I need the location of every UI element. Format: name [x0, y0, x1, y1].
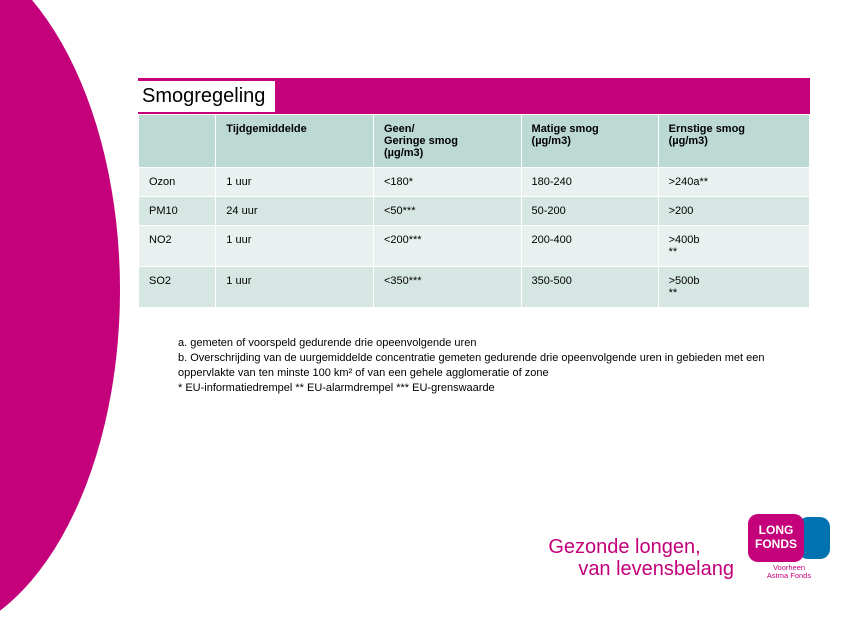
cell-geen: <180*	[373, 168, 521, 197]
main-content: Smogregeling Tijdgemiddelde Geen/ Gering…	[138, 78, 810, 395]
table-header-row: Tijdgemiddelde Geen/ Geringe smog (µg/m3…	[139, 115, 810, 168]
logo-bubble-pink: LONG FONDS	[748, 514, 804, 562]
cell-ernstige: >240a**	[658, 168, 809, 197]
col-header-empty	[139, 115, 216, 168]
cell-geen: <50***	[373, 197, 521, 226]
cell-ernstige: >200	[658, 197, 809, 226]
logo-bubbles: LONG FONDS	[748, 514, 830, 562]
col-header-matige: Matige smog (µg/m3)	[521, 115, 658, 168]
cell-substance: NO2	[139, 226, 216, 267]
cell-geen: <200***	[373, 226, 521, 267]
table-row: SO2 1 uur <350*** 350-500 >500b **	[139, 267, 810, 308]
slogan-line2: van levensbelang	[548, 558, 734, 580]
footnote-line: * EU-informatiedrempel ** EU-alarmdrempe…	[178, 381, 790, 396]
brand-arc	[0, 0, 120, 640]
footnote-line: a. gemeten of voorspeld gedurende drie o…	[178, 336, 790, 351]
col-header-ernstige: Ernstige smog (µg/m3)	[658, 115, 809, 168]
cell-time: 1 uur	[216, 168, 374, 197]
table-row: NO2 1 uur <200*** 200-400 >400b **	[139, 226, 810, 267]
cell-time: 1 uur	[216, 226, 374, 267]
footer: Gezonde longen, van levensbelang LONG FO…	[548, 514, 830, 581]
cell-matige: 200-400	[521, 226, 658, 267]
cell-substance: PM10	[139, 197, 216, 226]
cell-time: 24 uur	[216, 197, 374, 226]
slogan-line1: Gezonde longen,	[548, 536, 734, 558]
page-title: Smogregeling	[138, 81, 275, 112]
cell-substance: SO2	[139, 267, 216, 308]
logo-text: LONG FONDS	[755, 524, 797, 550]
cell-ernstige: >400b **	[658, 226, 809, 267]
smog-table: Tijdgemiddelde Geen/ Geringe smog (µg/m3…	[138, 114, 810, 308]
footnote-line: b. Overschrijding van de uurgemiddelde c…	[178, 351, 790, 381]
slogan: Gezonde longen, van levensbelang	[548, 536, 734, 580]
cell-matige: 180-240	[521, 168, 658, 197]
title-bar: Smogregeling	[138, 78, 810, 114]
logo-subtext: Voorheen Astma Fonds	[767, 564, 811, 581]
table-row: Ozon 1 uur <180* 180-240 >240a**	[139, 168, 810, 197]
cell-matige: 50-200	[521, 197, 658, 226]
footnotes: a. gemeten of voorspeld gedurende drie o…	[138, 336, 810, 395]
col-header-tijdgemiddelde: Tijdgemiddelde	[216, 115, 374, 168]
cell-ernstige: >500b **	[658, 267, 809, 308]
cell-substance: Ozon	[139, 168, 216, 197]
cell-time: 1 uur	[216, 267, 374, 308]
table-row: PM10 24 uur <50*** 50-200 >200	[139, 197, 810, 226]
logo: LONG FONDS Voorheen Astma Fonds	[748, 514, 830, 581]
cell-geen: <350***	[373, 267, 521, 308]
cell-matige: 350-500	[521, 267, 658, 308]
col-header-geen: Geen/ Geringe smog (µg/m3)	[373, 115, 521, 168]
